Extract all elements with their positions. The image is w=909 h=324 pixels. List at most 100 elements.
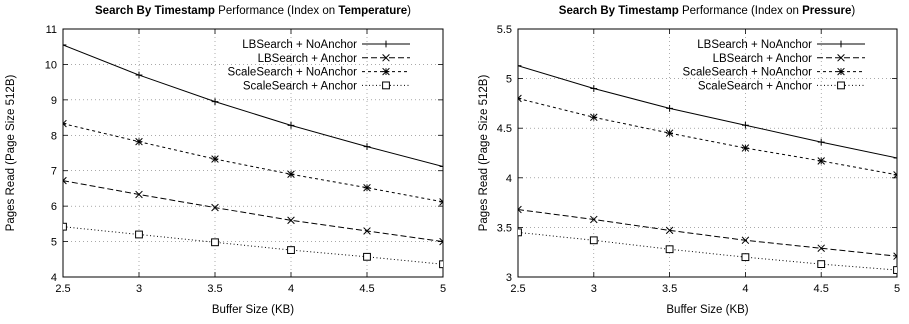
data-point <box>893 154 897 162</box>
marker-square <box>837 81 845 90</box>
marker-square <box>382 81 390 90</box>
marker-square <box>439 260 443 269</box>
marker-square <box>741 253 750 262</box>
marker-stroke <box>518 97 522 103</box>
data-point <box>211 98 219 106</box>
data-point <box>817 157 825 165</box>
data-point <box>439 237 443 246</box>
marker-square <box>817 260 826 269</box>
marker-stroke <box>741 144 750 152</box>
y-tick-label: 11 <box>46 24 57 36</box>
series-line <box>518 65 897 159</box>
legend-marker <box>382 54 390 62</box>
y-tick-label: 5.5 <box>497 24 512 36</box>
marker-square <box>363 252 371 261</box>
data-point <box>363 183 371 192</box>
series-star <box>63 119 443 206</box>
x-tick-label: 5 <box>440 283 446 295</box>
marker-stroke <box>439 240 443 246</box>
grid <box>63 29 443 277</box>
data-point <box>135 190 143 199</box>
data-point <box>439 163 443 170</box>
data-point <box>211 203 219 212</box>
series-line <box>518 97 897 176</box>
data-point <box>63 222 67 231</box>
y-axis-label: Pages Read (Page Size 512B) <box>5 75 17 232</box>
data-point <box>741 253 750 262</box>
series-cross <box>518 205 897 260</box>
data-point <box>590 215 598 224</box>
data-point <box>363 252 371 261</box>
marker-stroke <box>363 183 371 192</box>
legend-marker <box>837 40 845 48</box>
data-point <box>590 85 598 92</box>
data-point <box>439 260 443 269</box>
legend-label: LBSearch + Anchor <box>713 53 813 65</box>
marker-square <box>518 228 522 237</box>
y-tick-label: 4 <box>51 272 57 284</box>
data-point <box>666 104 673 112</box>
plot-frame <box>62 28 444 278</box>
data-point <box>665 245 674 254</box>
marker-stroke <box>518 205 522 211</box>
x-tick-label: 4 <box>288 283 294 295</box>
marker-stroke <box>439 198 443 203</box>
marker-stroke <box>382 67 390 76</box>
series-plus <box>518 62 897 162</box>
y-tick-label: 3 <box>506 272 512 284</box>
data-point <box>63 176 67 185</box>
data-point <box>287 170 295 179</box>
marker-stroke <box>893 255 897 260</box>
x-tick-label: 3.5 <box>662 283 677 295</box>
data-point <box>518 62 522 70</box>
data-point <box>590 113 598 122</box>
marker-stroke <box>817 157 825 165</box>
chart-title: Search By Timestamp Performance (Index o… <box>559 5 856 17</box>
marker-stroke <box>439 237 443 243</box>
data-point <box>817 260 826 269</box>
marker-stroke <box>893 174 897 179</box>
marker-stroke <box>63 122 67 128</box>
data-point <box>741 144 750 152</box>
data-point <box>287 246 295 254</box>
data-point <box>893 266 897 274</box>
series-square <box>63 222 443 269</box>
x-tick-label: 3 <box>136 283 142 295</box>
legend-marker <box>382 67 390 76</box>
marker-stroke <box>287 170 295 179</box>
legend-label: ScaleSearch + Anchor <box>698 80 812 92</box>
series-square <box>518 228 897 274</box>
marker-stroke <box>63 179 67 185</box>
x-axis-label: Buffer Size (KB) <box>666 304 748 316</box>
marker-square <box>287 246 295 254</box>
marker-stroke <box>382 54 390 62</box>
x-tick-label: 2.5 <box>55 283 70 295</box>
data-point <box>287 216 295 225</box>
y-tick-label: 3.5 <box>497 222 512 234</box>
marker-stroke <box>211 155 219 163</box>
title-part: Search By Timestamp <box>95 5 215 17</box>
data-point <box>518 205 522 214</box>
legend-marker <box>837 81 845 90</box>
marker-square <box>893 266 897 274</box>
data-point <box>665 129 674 137</box>
marker-stroke <box>63 176 67 182</box>
data-point <box>63 119 67 128</box>
title-part: ) <box>851 5 855 17</box>
data-point <box>211 155 219 163</box>
marker-stroke <box>135 137 143 146</box>
y-tick-label: 5 <box>506 74 512 86</box>
series-line <box>518 231 897 271</box>
marker-stroke <box>211 203 219 212</box>
series-line <box>63 44 443 167</box>
marker-square <box>63 222 67 231</box>
legend-label: LBSearch + NoAnchor <box>697 39 812 51</box>
series-line <box>63 123 443 203</box>
marker-stroke <box>665 129 674 137</box>
data-point <box>518 94 522 103</box>
data-point <box>741 236 750 245</box>
marker-square <box>589 236 598 245</box>
x-tick-label: 3.5 <box>207 283 222 295</box>
data-point <box>63 41 67 49</box>
